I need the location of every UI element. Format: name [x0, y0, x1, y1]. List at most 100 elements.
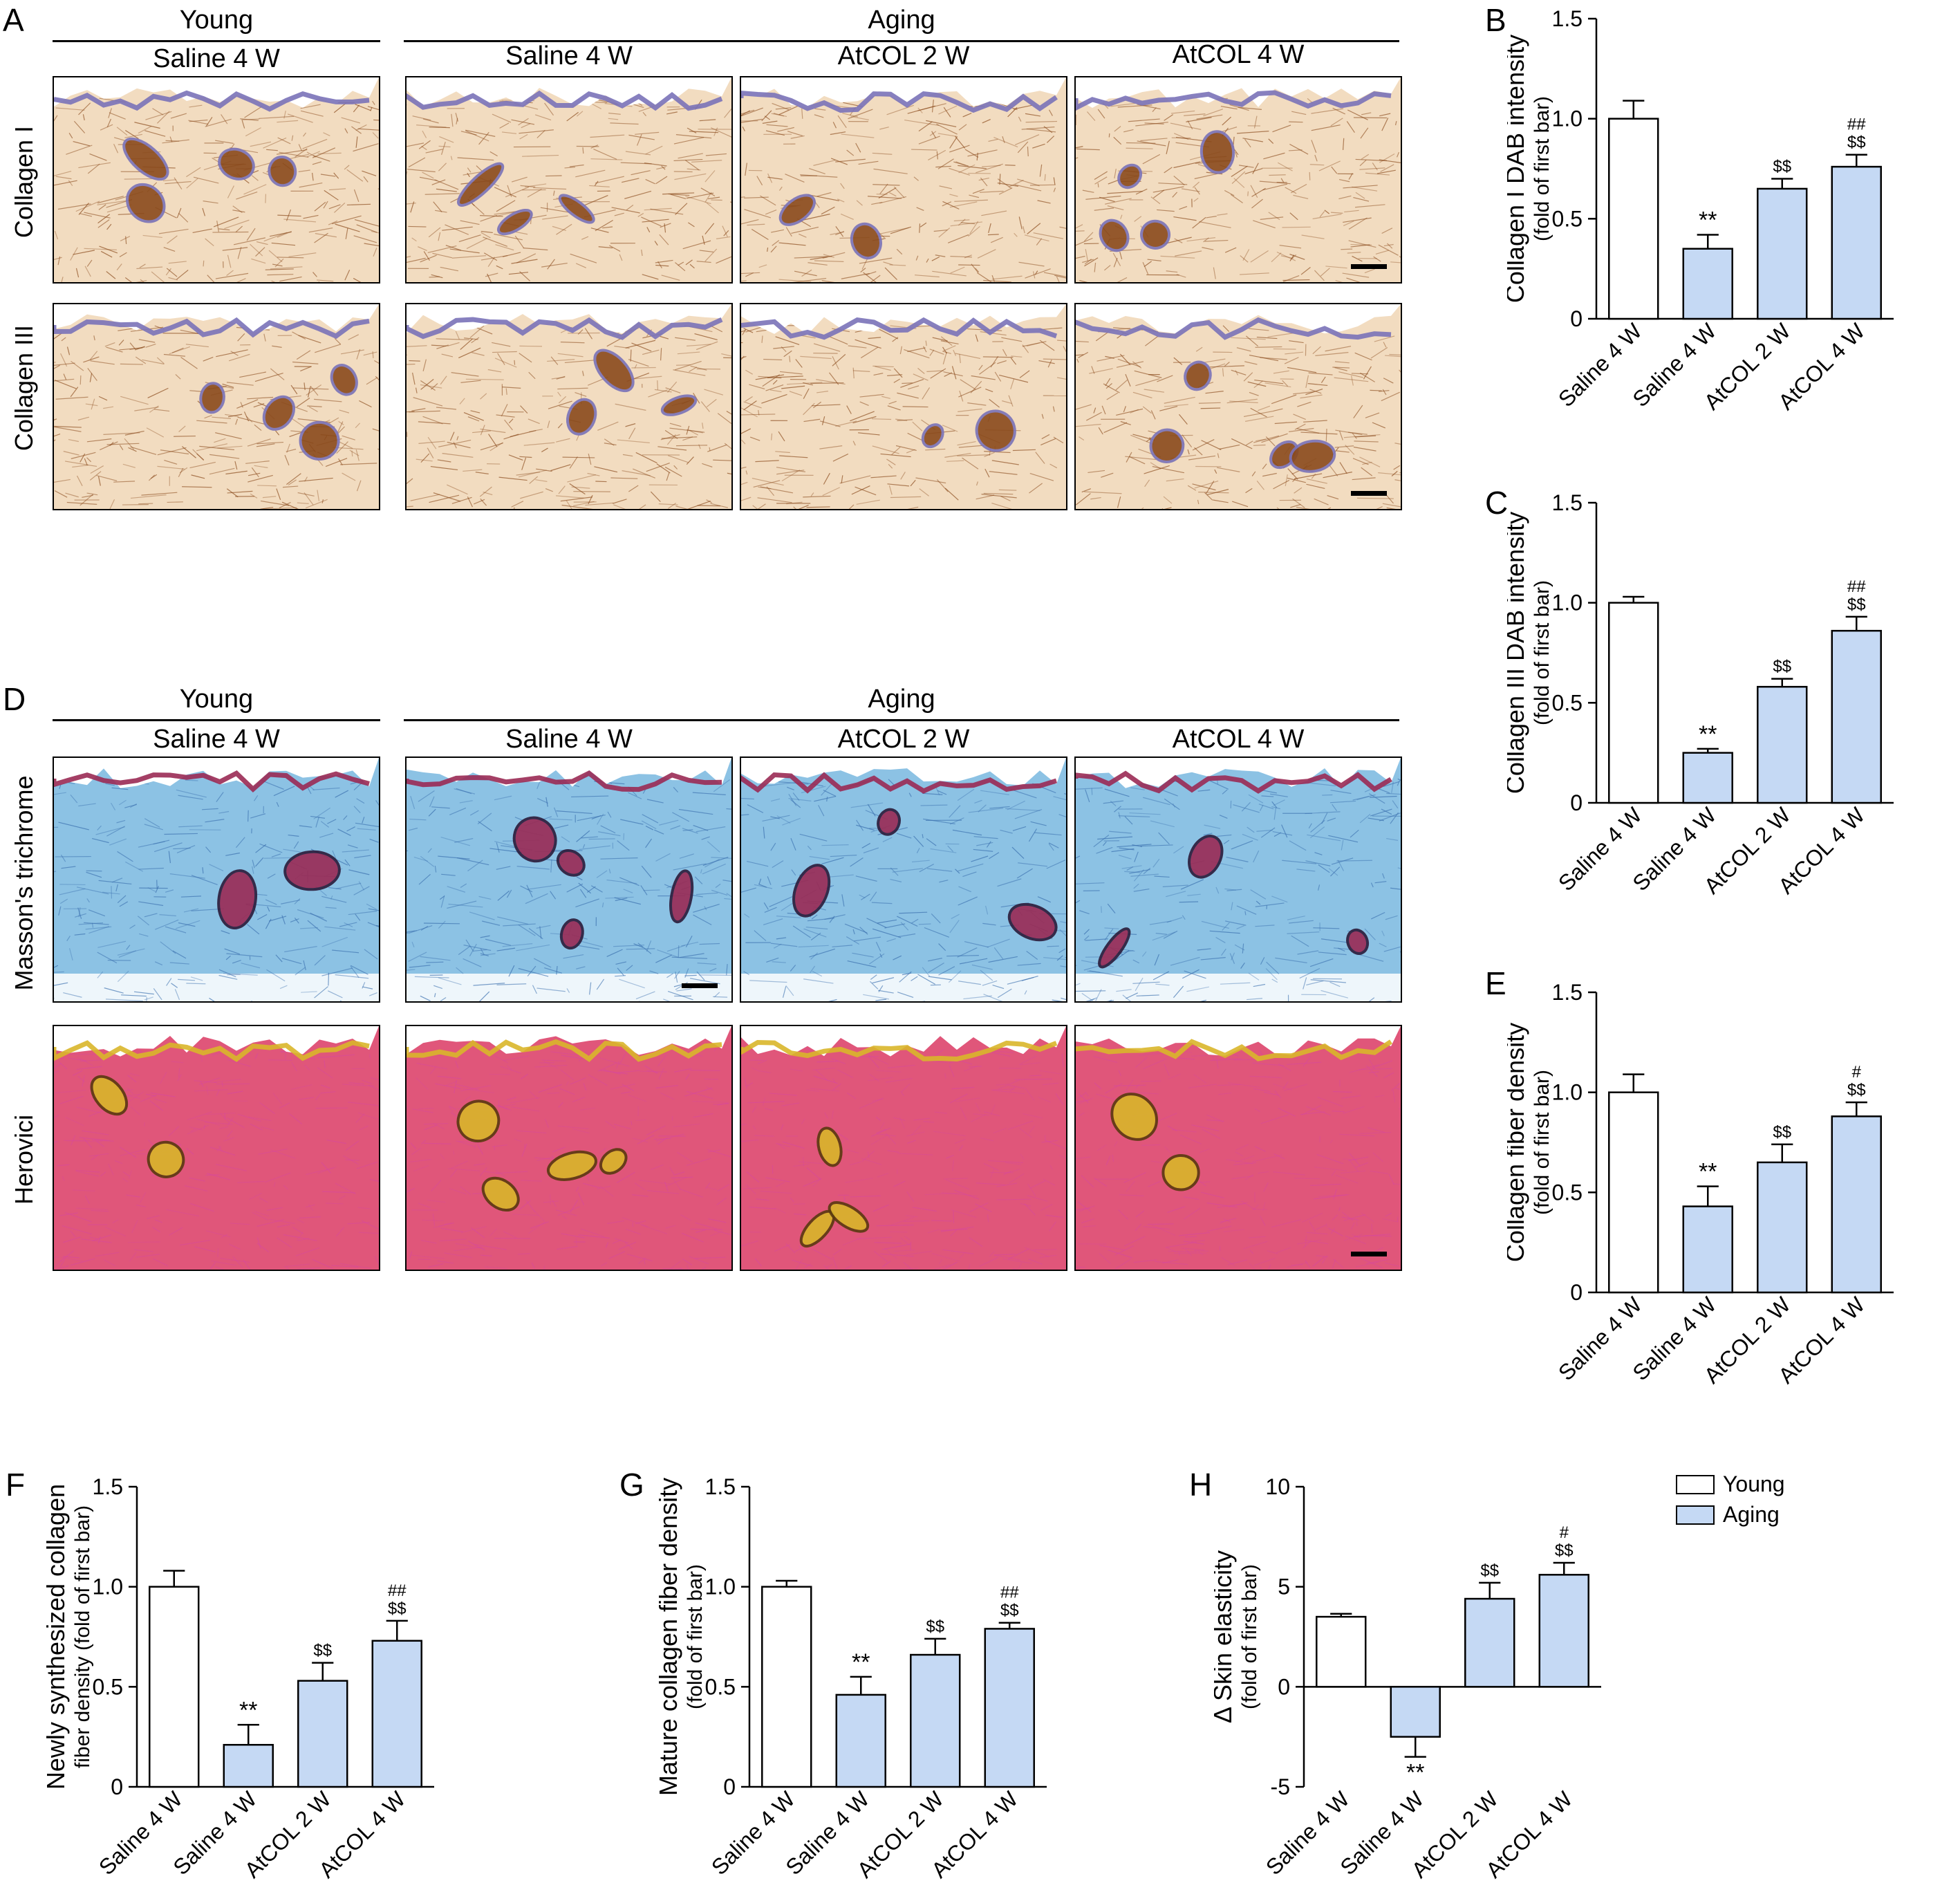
chart-b-y-tick-label: 0 [1570, 306, 1583, 331]
chart-c-y-tick-label: 0 [1570, 790, 1583, 815]
chart-g-significance-label: $$ [1000, 1602, 1019, 1620]
micrograph-d-young-masson [53, 756, 380, 1003]
micrograph-d-aging-atcol2-herovici [740, 1025, 1067, 1271]
bar-chart-e: 0 0.5 1.0 1.5 Collagen fiber density(fold of… [1507, 980, 1894, 1389]
chart-b-y-tick-label: 1.0 [1552, 106, 1583, 131]
chart-f-bar [223, 1743, 274, 1788]
micrograph-a-aging-atcol2-collagen-1 [740, 76, 1067, 284]
legend-young-label: Young [1723, 1472, 1785, 1496]
chart-c-significance-label: $$ [1847, 595, 1866, 614]
chart-b-significance-label: $$ [1847, 133, 1866, 152]
chart-e-bar [1757, 1161, 1808, 1294]
panel-a-group-aging: Aging [868, 6, 935, 35]
panel-d-col-1: Saline 4 W [153, 725, 280, 754]
panel-letter-b: B [1485, 2, 1506, 38]
chart-c-y-tick-label: 1.5 [1552, 490, 1583, 515]
chart-f-bar [371, 1640, 422, 1788]
chart-g-y-tick-label: 1.5 [705, 1474, 736, 1499]
micrograph-d-aging-atcol4-herovici [1074, 1025, 1402, 1271]
chart-c-bar [1682, 752, 1733, 804]
chart-f-y-tick-label: 0 [111, 1774, 123, 1799]
chart-b-bar [1831, 165, 1882, 320]
micrograph-a-aging-atcol2-collagen-3 [740, 303, 1067, 510]
chart-c-bar [1831, 629, 1882, 804]
chart-b-y-tick-label: 0.5 [1552, 206, 1583, 231]
panel-a-aging-rule [404, 40, 1399, 42]
chart-g-y-tick-label: 0 [723, 1774, 736, 1799]
micrograph-d-aging-saline-herovici [405, 1025, 733, 1271]
chart-e-significance-label: ** [1699, 1159, 1717, 1185]
chart-c-y-label: Collagen III DAB intensity(fold of first… [1507, 512, 1553, 794]
chart-h-y-tick-label: -5 [1271, 1774, 1290, 1799]
chart-h-y-label: Δ Skin elasticity(fold of first bar) [1214, 1550, 1261, 1723]
panel-a-col-4: AtCOL 4 W [1172, 40, 1305, 69]
micrograph-a-aging-atcol4-collagen-1 [1074, 76, 1402, 284]
chart-f-y-label: Newly synthesized collagenfiber density … [41, 1484, 94, 1790]
micrograph-a-aging-atcol4-collagen-3 [1074, 303, 1402, 510]
chart-e-significance-label: # [1852, 1063, 1862, 1082]
panel-letter-f: F [6, 1467, 26, 1503]
panel-d-group-young: Young [179, 685, 254, 714]
panel-letter-g: G [619, 1467, 644, 1503]
panel-a-row-collagen-3: Collagen III [10, 324, 38, 452]
legend-aging-label: Aging [1723, 1502, 1780, 1527]
chart-h-bar [1538, 1574, 1589, 1688]
chart-h-significance-label: $$ [1480, 1561, 1499, 1580]
chart-e-significance-label: $$ [1847, 1081, 1866, 1099]
panel-d-col-3: AtCOL 2 W [837, 725, 970, 754]
chart-h-bar [1464, 1597, 1515, 1688]
chart-b-significance-label: ## [1847, 115, 1866, 134]
panel-d-group-aging: Aging [868, 685, 935, 714]
panel-a-col-1: Saline 4 W [153, 44, 280, 73]
legend-aging: Aging [1676, 1502, 1780, 1528]
chart-g-y-label: Mature collagen fiber density(fold of fi… [654, 1478, 707, 1796]
panel-letter-e: E [1485, 965, 1506, 1001]
chart-e-y-label: Collagen fiber density(fold of first bar… [1507, 1023, 1553, 1262]
chart-c-bar [1608, 602, 1659, 804]
chart-h-bar [1390, 1686, 1441, 1738]
panel-d-col-4: AtCOL 4 W [1172, 725, 1305, 754]
chart-f-y-tick-label: 0.5 [93, 1674, 123, 1699]
chart-f-bar [149, 1586, 200, 1788]
chart-b-bar [1682, 248, 1733, 320]
chart-g-y-tick-label: 0.5 [705, 1674, 736, 1699]
micrograph-d-aging-saline-masson [405, 756, 733, 1003]
chart-b-bar [1757, 187, 1808, 320]
chart-f-significance-label: $$ [313, 1642, 332, 1660]
chart-f-bar [297, 1680, 348, 1788]
panel-a-col-2: Saline 4 W [505, 41, 633, 71]
chart-h-significance-label: # [1560, 1523, 1569, 1542]
chart-e-bar [1831, 1115, 1882, 1294]
panel-d-row-masson: Masson's trichrome [10, 775, 38, 991]
micrograph-a-aging-saline-collagen-1 [405, 76, 733, 284]
chart-g-bar [835, 1693, 886, 1788]
panel-d-col-2: Saline 4 W [505, 725, 633, 754]
panel-letter-d: D [3, 681, 26, 717]
chart-e-bar [1608, 1091, 1659, 1294]
chart-b-significance-label: ** [1699, 207, 1717, 233]
chart-f-significance-label: ** [239, 1697, 257, 1723]
panel-letter-h: H [1189, 1467, 1213, 1503]
chart-f-y-tick-label: 1.5 [93, 1474, 123, 1499]
chart-g-significance-label: ## [1000, 1584, 1019, 1602]
micrograph-a-young-collagen-1 [53, 76, 380, 284]
chart-c-significance-label: ## [1847, 577, 1866, 596]
chart-f-significance-label: $$ [388, 1599, 407, 1618]
chart-b-y-label: Collagen I DAB intensity(fold of first b… [1507, 35, 1553, 303]
micrograph-d-aging-atcol2-masson [740, 756, 1067, 1003]
chart-b-y-tick-label: 1.5 [1552, 6, 1583, 31]
chart-c-significance-label: ** [1699, 721, 1717, 748]
chart-e-y-tick-label: 1.0 [1552, 1080, 1583, 1105]
chart-h-y-tick-label: 0 [1278, 1674, 1290, 1699]
chart-h-y-tick-label: 10 [1265, 1474, 1290, 1499]
chart-b-significance-label: $$ [1773, 157, 1791, 176]
chart-g-significance-label: $$ [926, 1617, 944, 1636]
chart-e-y-tick-label: 0 [1570, 1280, 1583, 1305]
chart-e-y-tick-label: 0.5 [1552, 1180, 1583, 1205]
panel-a-row-collagen-1: Collagen I [10, 125, 38, 239]
chart-g-bar [984, 1628, 1035, 1788]
chart-e-bar [1682, 1205, 1733, 1294]
